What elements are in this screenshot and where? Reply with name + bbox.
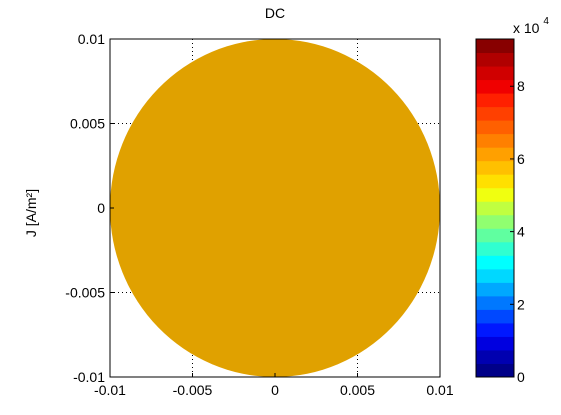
colorbar-tick-label: 4 xyxy=(517,224,525,240)
colorbar-swatch xyxy=(476,363,514,378)
colorbar-swatch xyxy=(476,309,514,324)
colorbar-swatch xyxy=(476,52,514,67)
colorbar-swatch xyxy=(476,268,514,283)
colorbar-tick-label: 0 xyxy=(517,369,525,385)
colorbar-frame xyxy=(475,38,515,378)
colorbar-swatch xyxy=(476,295,514,310)
chart-title: DC xyxy=(265,5,285,21)
colorbar-swatch xyxy=(476,228,514,243)
colorbar-swatch xyxy=(476,66,514,81)
colorbar-multiplier: x 10 4 xyxy=(513,16,549,36)
colorbar-swatches xyxy=(476,39,514,378)
colorbar-swatch xyxy=(476,79,514,94)
colorbar-swatch xyxy=(476,147,514,162)
colorbar-swatch xyxy=(476,322,514,337)
colorbar-tick-label: 6 xyxy=(517,151,525,167)
colorbar-swatch xyxy=(476,160,514,175)
x-tick-label: 0 xyxy=(271,382,279,398)
colorbar: 0 2 4 6 8 x 10 4 xyxy=(475,16,549,385)
colorbar-swatch xyxy=(476,106,514,121)
y-tick-label: 0.005 xyxy=(70,116,105,132)
x-tick-label: 0.005 xyxy=(340,382,375,398)
colorbar-swatch xyxy=(476,241,514,256)
x-tick-label: 0.01 xyxy=(426,382,453,398)
y-tick-label: 0.01 xyxy=(78,31,105,47)
colorbar-swatch xyxy=(476,282,514,297)
current-density-region xyxy=(110,39,440,377)
colorbar-swatch xyxy=(476,39,514,54)
colorbar-swatch xyxy=(476,214,514,229)
colorbar-tick-label: 2 xyxy=(517,296,525,312)
colorbar-multiplier-base: x 10 xyxy=(513,20,540,36)
colorbar-swatch xyxy=(476,133,514,148)
colorbar-swatch xyxy=(476,349,514,364)
colorbar-multiplier-exponent: 4 xyxy=(543,16,549,27)
y-tick-label: -0.01 xyxy=(73,369,105,385)
colorbar-swatch xyxy=(476,174,514,189)
colorbar-tick-label: 8 xyxy=(517,78,525,94)
y-tick-label: 0 xyxy=(97,200,105,216)
colorbar-swatch xyxy=(476,120,514,135)
colorbar-swatch xyxy=(476,93,514,108)
y-axis-ticks: 0.01 0.005 0 -0.005 -0.01 xyxy=(65,31,114,385)
colorbar-swatch xyxy=(476,187,514,202)
x-tick-label: -0.005 xyxy=(173,382,213,398)
x-tick-label: -0.01 xyxy=(94,382,126,398)
colorbar-swatch xyxy=(476,255,514,270)
colorbar-ticks: 0 2 4 6 8 xyxy=(510,78,525,385)
x-axis-ticks: -0.01 -0.005 0 0.005 0.01 xyxy=(94,373,454,398)
colorbar-swatch xyxy=(476,201,514,216)
plot-area: -0.01 -0.005 0 0.005 0.01 0.010.0050-0.005-0… xyxy=(65,31,454,398)
y-axis-label: J [A/m²] xyxy=(23,189,39,237)
y-tick-label: -0.005 xyxy=(65,285,105,301)
colorbar-swatch xyxy=(476,336,514,351)
